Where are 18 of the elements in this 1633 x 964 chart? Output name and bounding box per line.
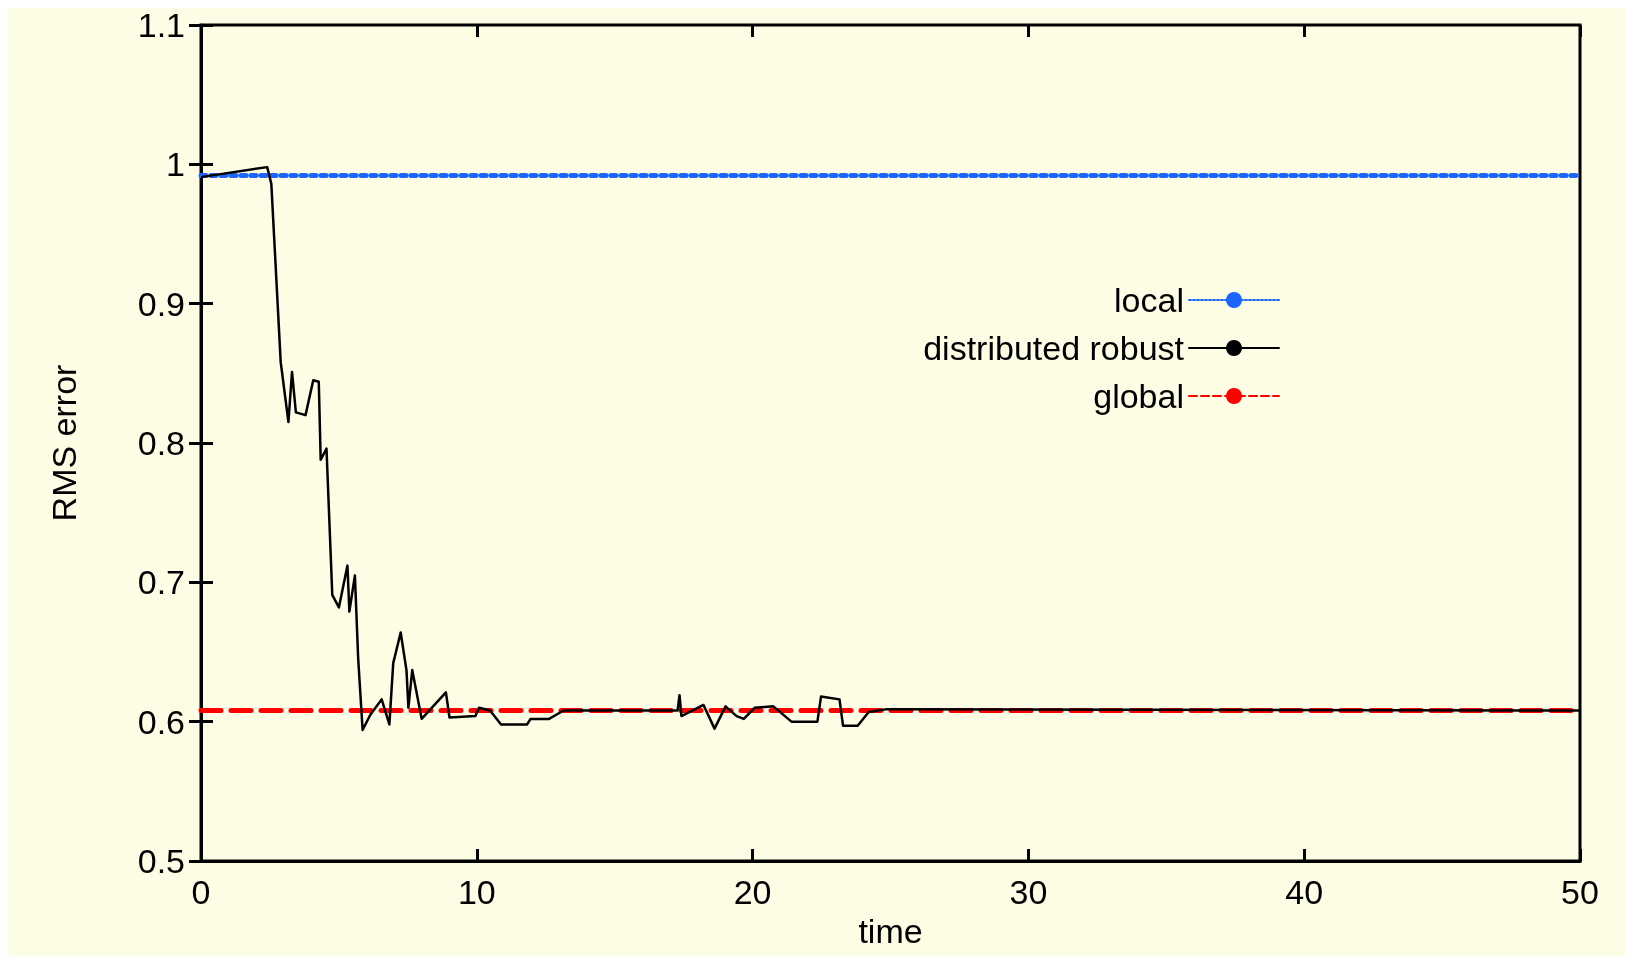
x-tick-label: 0: [191, 873, 211, 911]
y-tick-label: 1.1: [137, 6, 185, 44]
x-tick-label: 30: [1009, 873, 1048, 911]
legend-label: local: [1114, 281, 1184, 319]
x-tick-label: 10: [457, 873, 496, 911]
legend-label: global: [1093, 377, 1184, 415]
y-tick-label: 1: [166, 145, 185, 184]
y-tick-label: 0.8: [137, 424, 185, 462]
x-tick-label: 50: [1561, 873, 1599, 911]
x-tick-label: 20: [733, 873, 772, 911]
y-tick-label: 0.6: [137, 702, 185, 741]
x-axis-title: time: [858, 911, 923, 950]
y-axis-title: RMS error: [45, 364, 83, 522]
x-tick-label: 40: [1285, 873, 1324, 911]
legend-label: distributed robust: [923, 329, 1185, 367]
y-tick-label: 0.7: [137, 563, 185, 602]
y-tick-label: 0.5: [137, 842, 185, 880]
y-tick-label: 0.9: [137, 284, 185, 323]
